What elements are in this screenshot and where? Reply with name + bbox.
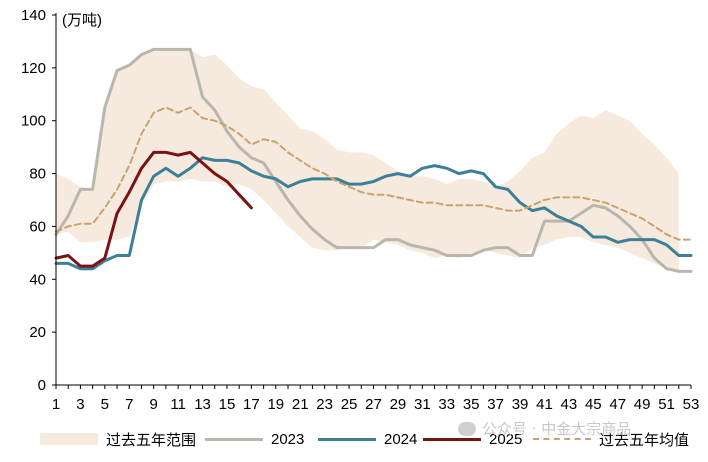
legend-label-range: 过去五年范围 [106, 431, 197, 449]
x-tick-label: 35 [463, 396, 480, 413]
x-tick-label: 41 [536, 396, 553, 413]
legend-swatch-mean [533, 438, 591, 440]
x-tick-label: 27 [365, 396, 382, 413]
y-tick-label: 40 [29, 271, 46, 288]
y-tick-label: 120 [21, 60, 46, 77]
legend: 过去五年范围 2023 2024 2025 过去五年均值 [0, 424, 708, 454]
series-line-2025 [54, 150, 253, 268]
legend-swatch-2023 [205, 437, 263, 441]
x-tick-label: 11 [170, 396, 186, 413]
legend-item-2023: 2023 [205, 424, 304, 454]
x-tick-label: 3 [76, 396, 84, 413]
watermark-text: 公众号 · 中金大宗商品 [482, 420, 632, 438]
legend-swatch-2024 [318, 437, 376, 441]
y-tick-label: 80 [29, 166, 46, 183]
legend-item-mean: 过去五年均值 [533, 424, 689, 454]
series-line-2023 [54, 47, 693, 273]
legend-item-2025: 2025 [423, 424, 522, 454]
x-tick-label: 53 [683, 396, 700, 413]
x-tick-label: 17 [243, 396, 260, 413]
y-tick-label: 100 [21, 113, 46, 130]
legend-label-2025: 2025 [489, 430, 523, 448]
series-line-2024 [54, 156, 693, 271]
x-tick-label: 37 [487, 396, 504, 413]
x-tick-label: 5 [101, 396, 109, 413]
legend-label-mean: 过去五年均值 [599, 431, 690, 449]
x-tick-label: 1 [52, 396, 60, 413]
unit-label: (万吨) [62, 12, 102, 29]
x-tick-label: 7 [125, 396, 133, 413]
x-tick-label: 15 [219, 396, 236, 413]
legend-item-2024: 2024 [318, 424, 417, 454]
x-tick-label: 49 [634, 396, 651, 413]
x-tick-label: 9 [150, 396, 158, 413]
x-tick-label: 43 [561, 396, 578, 413]
x-tick-label: 47 [609, 396, 626, 413]
x-tick-label: 23 [316, 396, 333, 413]
x-tick-label: 51 [658, 396, 675, 413]
x-tick-label: 13 [194, 396, 211, 413]
legend-swatch-2025 [423, 437, 481, 441]
y-tick-label: 20 [29, 324, 46, 341]
series-line-mean [55, 106, 692, 241]
legend-swatch-range [40, 433, 98, 445]
legend-label-2024: 2024 [384, 430, 418, 448]
y-tick-label: 140 [21, 7, 46, 24]
x-tick-label: 25 [341, 396, 358, 413]
x-tick-label: 21 [292, 396, 309, 413]
legend-item-range: 过去五年范围 [40, 424, 196, 454]
wechat-icon [458, 422, 476, 436]
y-tick-label: 0 [38, 377, 46, 394]
x-tick-label: 45 [585, 396, 602, 413]
y-tick-label: 60 [29, 218, 46, 235]
x-tick-label: 19 [267, 396, 284, 413]
x-tick-label: 29 [390, 396, 407, 413]
x-tick-label: 31 [414, 396, 431, 413]
x-tick-label: 39 [512, 396, 529, 413]
legend-label-2023: 2023 [271, 430, 305, 448]
x-tick-label: 33 [438, 396, 455, 413]
watermark: 公众号 · 中金大宗商品 [458, 418, 631, 439]
